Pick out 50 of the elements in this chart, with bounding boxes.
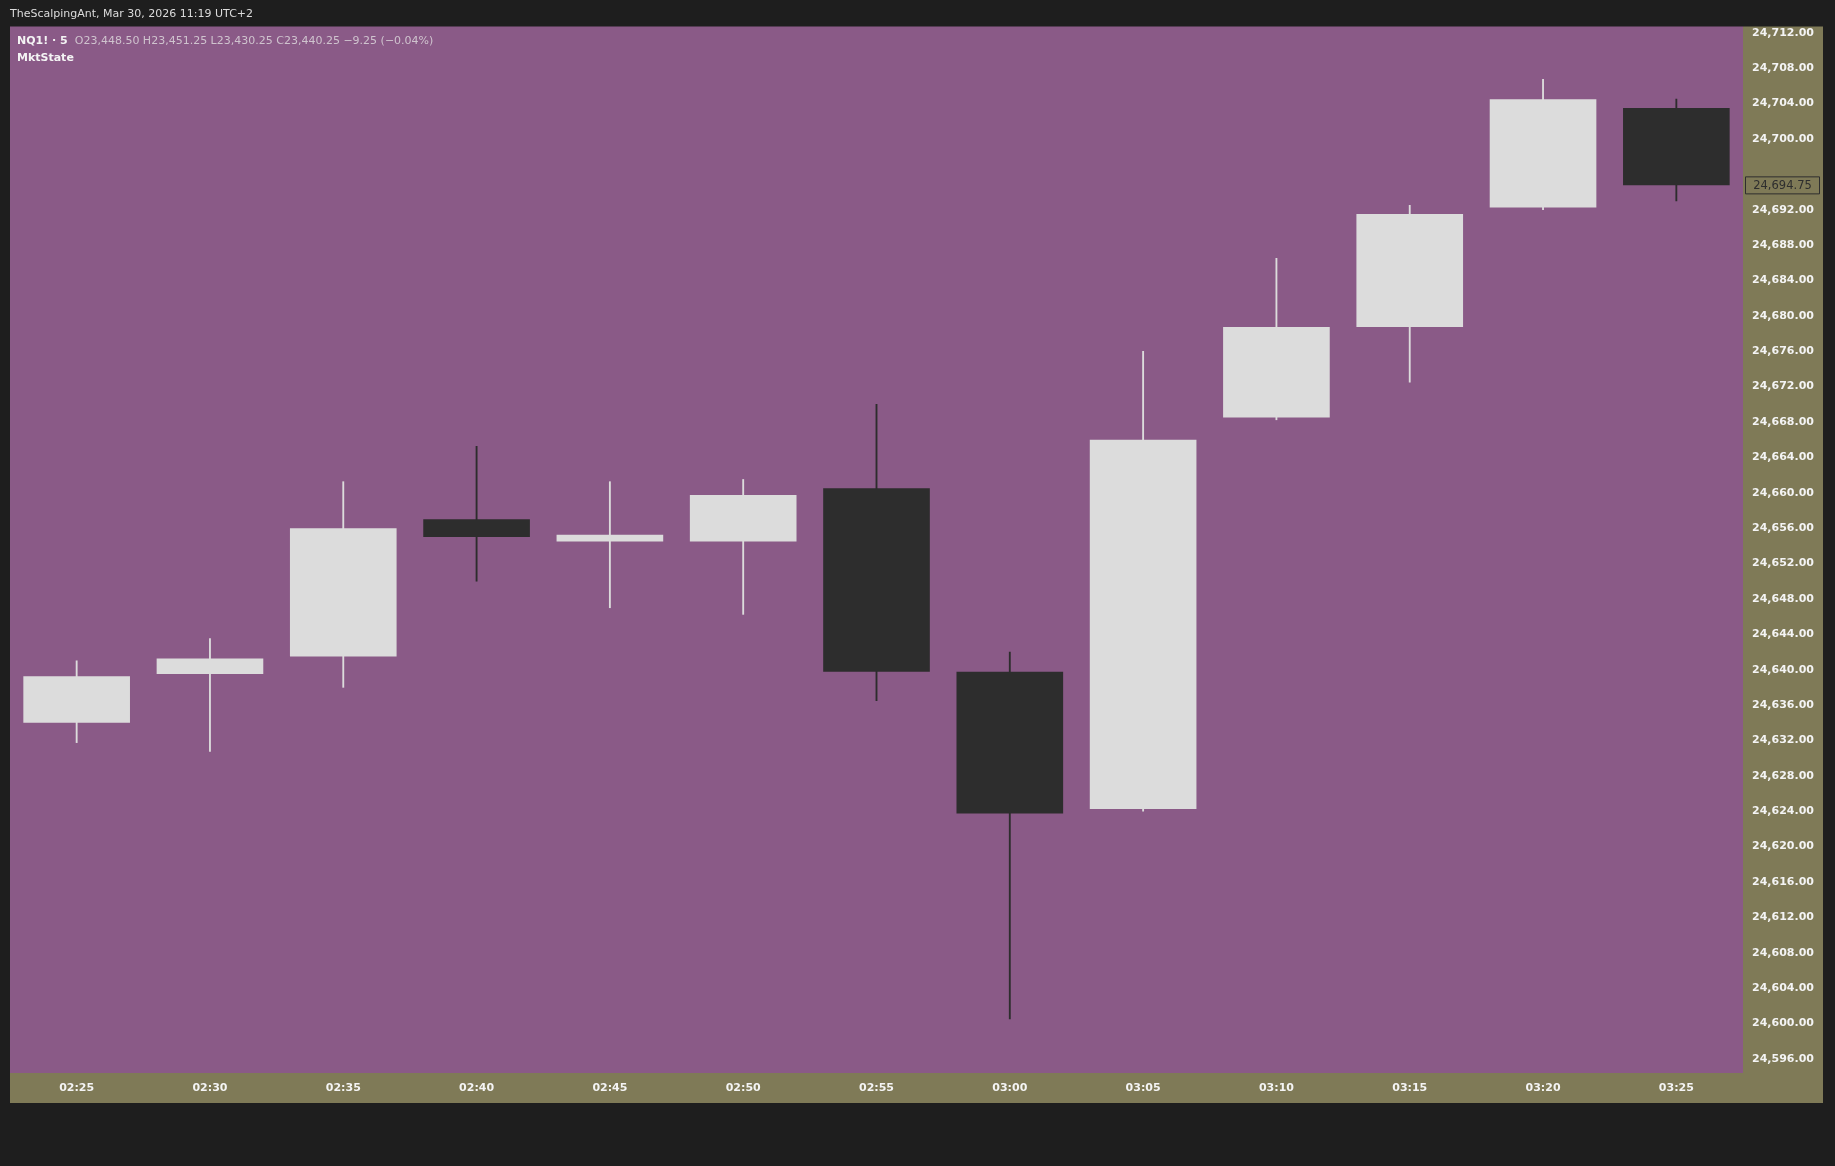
x-tick-label: 03:00 — [992, 1081, 1028, 1095]
candlestick — [423, 446, 530, 582]
y-tick-label: 24,604.00 — [1752, 981, 1815, 995]
y-tick-label: 24,612.00 — [1752, 910, 1815, 924]
y-tick-label: 24,676.00 — [1752, 344, 1815, 358]
y-tick-label: 24,636.00 — [1752, 698, 1815, 712]
x-tick-label: 03:15 — [1392, 1081, 1428, 1095]
y-tick-label: 24,692.00 — [1752, 202, 1815, 216]
y-tick-label: 24,644.00 — [1752, 627, 1815, 641]
y-tick-label: 24,600.00 — [1752, 1016, 1815, 1030]
x-tick-label: 03:20 — [1525, 1081, 1561, 1095]
x-tick-label: 02:25 — [59, 1081, 95, 1095]
x-tick-label: 02:35 — [325, 1081, 361, 1095]
x-tick-label: 02:30 — [192, 1081, 228, 1095]
y-tick-label: 24,648.00 — [1752, 592, 1815, 606]
y-tick-label: 24,632.00 — [1752, 733, 1815, 747]
y-tick-label: 24,596.00 — [1752, 1052, 1815, 1066]
y-tick-label: 24,660.00 — [1752, 486, 1815, 499]
y-tick-label: 24,684.00 — [1752, 273, 1815, 287]
x-tick-label: 03:25 — [1658, 1081, 1694, 1095]
y-tick-label: 24,704.00 — [1752, 96, 1815, 110]
y-tick-label: 24,700.00 — [1752, 132, 1815, 146]
y-tick-label: 24,688.00 — [1752, 238, 1815, 252]
y-tick-label: 24,628.00 — [1752, 769, 1815, 783]
x-tick-label: 02:45 — [592, 1081, 628, 1095]
y-tick-label: 24,640.00 — [1752, 662, 1815, 676]
annotation: MktState — [17, 51, 75, 64]
y-tick-label: 24,624.00 — [1752, 804, 1815, 818]
text: O23,448.50 H23,451.25 L23,430.25 C23,440.25 −9.25 (−0.04%) — [74, 34, 434, 47]
x-tick-label: 02:55 — [858, 1081, 895, 1095]
y-tick-label: 24,620.00 — [1752, 839, 1815, 853]
y-tick-label: 24,668.00 — [1752, 415, 1815, 429]
candlestick — [156, 638, 264, 753]
text: 24,694.75 — [1753, 178, 1812, 193]
y-tick-label: 24,608.00 — [1752, 945, 1815, 959]
candlestick — [556, 481, 664, 609]
y-tick-label: 24,680.00 — [1752, 309, 1815, 323]
y-tick-label: 24,652.00 — [1752, 556, 1815, 570]
x-tick-label: 02:50 — [725, 1081, 762, 1095]
text: TheScalpingAnt, Mar 30, 2026 11:19 UTC+2 — [10, 7, 254, 20]
y-tick-label: 24,656.00 — [1752, 521, 1815, 535]
y-tick-label: 24,712.00 — [1752, 26, 1815, 40]
y-tick-label: 24,664.00 — [1752, 450, 1815, 464]
x-tick-label: 03:10 — [1258, 1081, 1295, 1095]
y-tick-label: 24,708.00 — [1752, 61, 1815, 75]
text: NQ1! · 5 — [17, 34, 68, 47]
x-tick-label: 03:05 — [1125, 1081, 1161, 1095]
x-tick-label: 02:40 — [459, 1081, 495, 1095]
y-tick-label: 24,672.00 — [1752, 379, 1815, 393]
y-tick-label: 24,616.00 — [1752, 875, 1815, 889]
